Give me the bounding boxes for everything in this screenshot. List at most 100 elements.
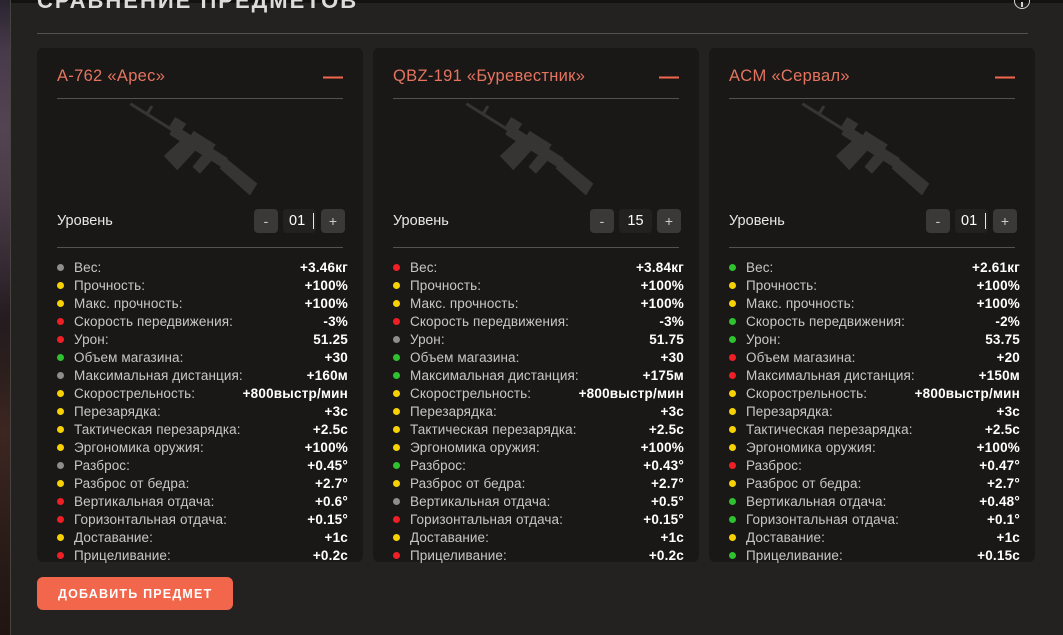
stat-row: Объем магазина: +30 — [393, 348, 684, 366]
stat-dot — [393, 533, 400, 541]
stat-value: +2.5с — [984, 421, 1020, 437]
stat-value: +3с — [996, 403, 1020, 419]
stat-row: Макс. прочность: +100% — [729, 294, 1020, 312]
stat-row: Прицеливание: +0.15с — [729, 546, 1020, 564]
stat-row: Перезарядка: +3с — [729, 402, 1020, 420]
stat-value: +0.5° — [650, 493, 684, 509]
stat-value: +30 — [660, 349, 684, 365]
stat-value: +3.46кг — [300, 259, 348, 275]
stat-label: Горизонтальная отдача: — [746, 511, 899, 527]
stat-label: Прицеливание: — [410, 547, 507, 563]
level-value-input[interactable]: 01 — [283, 209, 316, 233]
level-controls: - 01 + — [254, 209, 345, 233]
item-card: A-762 «Арес» — Уровень - — [37, 48, 363, 563]
stat-dot — [393, 389, 400, 397]
stat-dot — [393, 263, 400, 271]
stat-row: Скорость передвижения: -2% — [729, 312, 1020, 330]
remove-item-button[interactable]: — — [995, 67, 1015, 87]
stat-label: Максимальная дистанция: — [746, 367, 915, 383]
stat-value: +0.2с — [648, 547, 684, 563]
stat-row: Вертикальная отдача: +0.48° — [729, 492, 1020, 510]
remove-item-button[interactable]: — — [659, 67, 679, 87]
level-decrease-button[interactable]: - — [254, 209, 278, 233]
weapon-silhouette-image — [465, 102, 594, 196]
level-value-text: 01 — [961, 213, 978, 229]
stat-value: +2.7° — [986, 475, 1020, 491]
stat-dot — [729, 461, 736, 469]
stat-row: Вертикальная отдача: +0.6° — [57, 492, 348, 510]
stat-dot — [57, 281, 64, 289]
stat-value: +175м — [642, 367, 684, 383]
stat-label: Максимальная дистанция: — [410, 367, 579, 383]
stats-list: Вес: +3.84кг Прочность: +100% Макс. проч… — [373, 248, 699, 564]
weapon-image-box — [37, 99, 363, 199]
stat-row: Прицеливание: +0.2с — [393, 546, 684, 564]
stat-row: Доставание: +1с — [393, 528, 684, 546]
stat-row: Эргономика оружия: +100% — [729, 438, 1020, 456]
stat-row: Скорострельность: +800выстр/мин — [393, 384, 684, 402]
stat-row: Максимальная дистанция: +175м — [393, 366, 684, 384]
stat-row: Объем магазина: +30 — [57, 348, 348, 366]
stat-dot — [393, 443, 400, 451]
stat-row: Разброс: +0.47° — [729, 456, 1020, 474]
stat-value: -3% — [323, 313, 348, 329]
stat-value: +100% — [304, 295, 348, 311]
level-increase-button[interactable]: + — [657, 209, 681, 233]
level-increase-button[interactable]: + — [993, 209, 1017, 233]
stat-label: Вертикальная отдача: — [746, 493, 887, 509]
stat-dot — [729, 551, 736, 559]
level-decrease-button[interactable]: - — [926, 209, 950, 233]
stat-row: Прочность: +100% — [393, 276, 684, 294]
background-photo-edge — [0, 0, 11, 635]
stat-row: Прочность: +100% — [57, 276, 348, 294]
stat-value: +100% — [976, 277, 1020, 293]
minus-icon: — — [659, 65, 679, 88]
stat-value: +800выстр/мин — [242, 385, 348, 401]
stat-label: Разброс от бедра: — [74, 475, 190, 491]
text-caret — [313, 213, 314, 229]
stat-label: Перезарядка: — [410, 403, 497, 419]
stat-value: 51.25 — [313, 331, 348, 347]
stat-value: +800выстр/мин — [914, 385, 1020, 401]
stat-value: +0.2с — [312, 547, 348, 563]
stat-dot — [57, 515, 64, 523]
stat-dot — [729, 443, 736, 451]
card-divider — [57, 247, 343, 248]
item-card: QBZ-191 «Буревестник» — Уровень — [373, 48, 699, 564]
stat-label: Разброс от бедра: — [746, 475, 862, 491]
stat-dot — [393, 407, 400, 415]
stat-label: Максимальная дистанция: — [74, 367, 243, 383]
card-divider — [57, 98, 343, 99]
stat-dot — [729, 407, 736, 415]
stat-row: Максимальная дистанция: +150м — [729, 366, 1020, 384]
stat-value: +0.15° — [643, 511, 684, 527]
stat-value: +2.5с — [648, 421, 684, 437]
level-increase-button[interactable]: + — [321, 209, 345, 233]
info-icon[interactable] — [1014, 0, 1030, 9]
stat-row: Вес: +3.84кг — [393, 258, 684, 276]
card-divider — [393, 98, 679, 99]
stat-row: Тактическая перезарядка: +2.5с — [57, 420, 348, 438]
level-value-input[interactable]: 15 — [619, 209, 652, 233]
level-controls: - 01 + — [926, 209, 1017, 233]
weapon-silhouette-image — [801, 102, 930, 196]
stat-label: Прицеливание: — [746, 547, 843, 563]
remove-item-button[interactable]: — — [323, 67, 343, 87]
level-decrease-button[interactable]: - — [590, 209, 614, 233]
stat-dot — [729, 299, 736, 307]
level-value-text: 15 — [627, 213, 644, 229]
stat-value: +2.5с — [312, 421, 348, 437]
stat-dot — [393, 479, 400, 487]
stat-value: +1с — [996, 529, 1020, 545]
stat-label: Урон: — [410, 331, 445, 347]
stat-row: Вертикальная отдача: +0.5° — [393, 492, 684, 510]
stat-row: Разброс от бедра: +2.7° — [729, 474, 1020, 492]
stat-label: Урон: — [746, 331, 781, 347]
stat-row: Тактическая перезарядка: +2.5с — [393, 420, 684, 438]
add-item-button[interactable]: ДОБАВИТЬ ПРЕДМЕТ — [37, 577, 234, 610]
level-value-input[interactable]: 01 — [955, 209, 988, 233]
stat-dot — [729, 479, 736, 487]
stat-value: +0.47° — [979, 457, 1020, 473]
stat-row: Прочность: +100% — [729, 276, 1020, 294]
item-title: QBZ-191 «Буревестник» — [393, 67, 586, 85]
